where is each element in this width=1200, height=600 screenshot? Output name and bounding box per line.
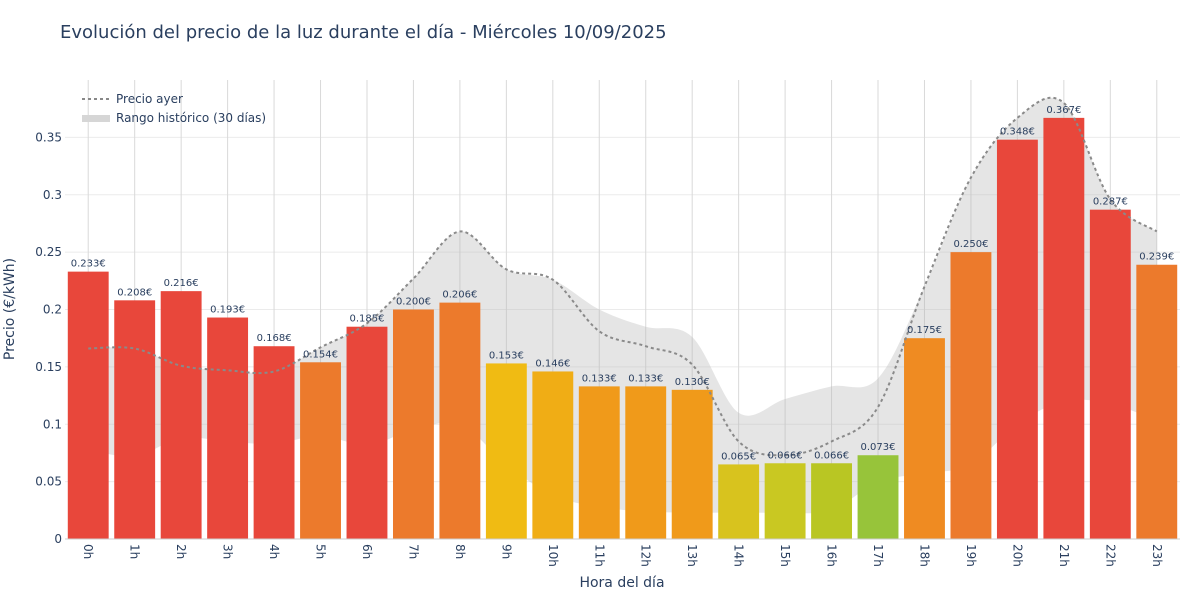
x-tick-label: 12h (639, 544, 653, 567)
bar-value-label: 0.185€ (349, 314, 384, 325)
bar-value-label: 0.066€ (814, 450, 849, 461)
bar-value-label: 0.250€ (953, 239, 988, 250)
bar-3h[interactable] (207, 317, 249, 539)
bar-20h[interactable] (996, 139, 1038, 540)
bar-value-label: 0.073€ (861, 442, 896, 453)
yesterday-line (88, 96, 1158, 457)
bar-12h[interactable] (625, 386, 667, 539)
x-tick-label: 15h (778, 544, 792, 567)
x-tick-label: 16h (825, 544, 839, 567)
x-tick-label: 6h (360, 544, 374, 559)
bar-value-label: 0.168€ (257, 333, 292, 344)
bar-value-label: 0.153€ (489, 350, 524, 361)
x-tick-label: 11h (592, 544, 606, 567)
x-tick-label: 13h (685, 544, 699, 567)
x-tick-label: 22h (1103, 544, 1117, 567)
x-tick-label: 9h (499, 544, 513, 559)
y-tick-label: 0.35 (35, 130, 62, 144)
bar-18h[interactable] (904, 338, 945, 539)
bar-value-label: 0.200€ (396, 297, 431, 308)
bar-value-label: 0.287€ (1093, 197, 1128, 208)
legend-label-yesterday: Precio ayer (116, 92, 183, 106)
bar-value-label: 0.348€ (1000, 127, 1035, 138)
bar-17h[interactable] (857, 455, 899, 539)
x-tick-label: 8h (453, 544, 467, 559)
bar-14h[interactable] (718, 464, 760, 539)
bar-value-label: 0.206€ (442, 290, 477, 301)
x-axis-title: Hora del día (579, 575, 664, 591)
bar-0h[interactable] (67, 271, 109, 539)
y-tick-label: 0.3 (43, 188, 62, 202)
bar-8h[interactable] (439, 302, 481, 539)
bar-15h[interactable] (764, 463, 806, 539)
historical-range (88, 97, 1157, 514)
bar-value-label: 0.175€ (907, 325, 942, 336)
y-tick-label: 0.2 (43, 303, 62, 317)
x-tick-label: 19h (964, 544, 978, 567)
y-tick-label: 0.1 (43, 417, 62, 431)
x-tick-label: 17h (871, 544, 885, 567)
y-axis: 0 0.05 0.1 0.15 0.2 0.25 0.3 0.35 (35, 130, 62, 546)
bar-value-label: 0.130€ (675, 377, 710, 388)
x-tick-label: 21h (1057, 544, 1071, 567)
x-tick-label: 2h (174, 544, 188, 559)
x-tick-label: 20h (1010, 544, 1024, 567)
bar-value-label: 0.146€ (535, 358, 570, 369)
bar-value-label: 0.239€ (1139, 252, 1174, 263)
x-tick-label: 14h (732, 544, 746, 567)
y-tick-label: 0.05 (35, 475, 62, 489)
bar-value-label: 0.133€ (628, 373, 663, 384)
bar-1h[interactable] (114, 300, 156, 539)
legend-label-range: Rango histórico (30 días) (116, 111, 266, 125)
bar-value-label: 0.065€ (721, 451, 756, 462)
x-axis: 0h 1h 2h 3h 4h 5h 6h 7h 8h 9h 10h 11h 12h 13h 14h 15h 16… (65, 538, 1180, 567)
bar-9h[interactable] (485, 363, 527, 539)
bar-value-label: 0.154€ (303, 349, 338, 360)
x-tick-label: 5h (314, 544, 328, 559)
bar-value-label: 0.216€ (164, 278, 199, 289)
bar-7h[interactable] (392, 309, 434, 540)
bar-4h[interactable] (253, 346, 295, 539)
bar-value-label: 0.193€ (210, 305, 245, 316)
historical-range-band (88, 97, 1157, 514)
bar-5h[interactable] (300, 362, 341, 539)
bar-value-label: 0.133€ (582, 373, 617, 384)
x-tick-label: 23h (1150, 544, 1164, 567)
bar-21h[interactable] (1043, 117, 1085, 540)
bar-6h[interactable] (346, 326, 388, 539)
bar-10h[interactable] (532, 371, 574, 539)
y-tick-label: 0 (54, 532, 62, 546)
bars (67, 117, 1178, 540)
bar-23h[interactable] (1136, 264, 1178, 539)
chart-title: Evolución del precio de la luz durante e… (60, 22, 667, 43)
x-tick-label: 4h (267, 544, 281, 559)
x-tick-label: 1h (128, 544, 142, 559)
bar-value-label: 0.367€ (1046, 105, 1081, 116)
bar-value-label: 0.208€ (117, 287, 152, 298)
x-tick-label: 3h (221, 544, 235, 559)
x-tick-label: 18h (917, 544, 931, 567)
y-axis-title: Precio (€/kWh) (2, 258, 18, 360)
value-labels: 0.233€ 0.208€ 0.216€ 0.193€ 0.168€ 0.154€ 0.18… (71, 105, 1175, 463)
x-tick-label: 0h (81, 544, 95, 559)
bar-16h[interactable] (811, 463, 853, 539)
legend: Precio ayer Rango histórico (30 días) (82, 92, 266, 125)
x-tick-label: 7h (406, 544, 420, 559)
bar-2h[interactable] (160, 291, 202, 539)
bar-22h[interactable] (1089, 209, 1131, 540)
bar-11h[interactable] (578, 386, 620, 539)
bar-13h[interactable] (671, 389, 713, 539)
bar-19h[interactable] (950, 252, 992, 539)
y-tick-label: 0.15 (35, 360, 62, 374)
bar-value-label: 0.233€ (71, 259, 106, 270)
legend-swatch-range (82, 115, 110, 122)
yesterday-price-line (88, 96, 1158, 457)
bar-value-label: 0.066€ (768, 450, 803, 461)
x-tick-label: 10h (546, 544, 560, 567)
y-tick-label: 0.25 (35, 245, 62, 259)
